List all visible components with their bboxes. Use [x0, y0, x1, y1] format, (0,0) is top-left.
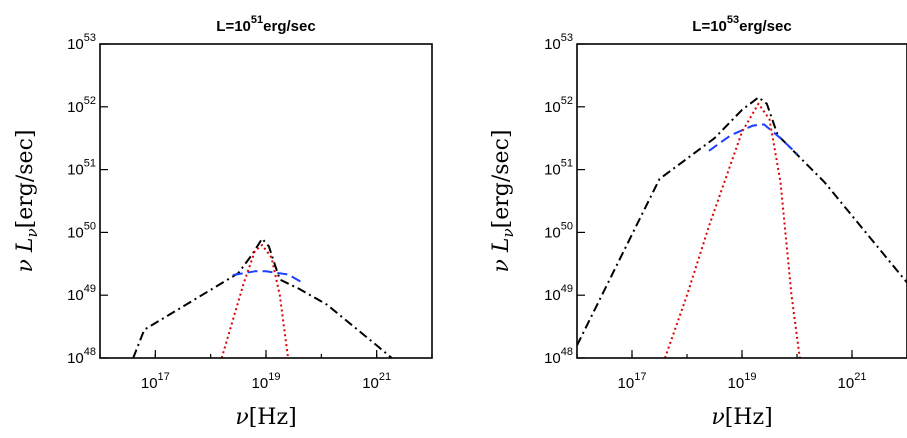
chart-panel-1: 1017 1019 1021 1048 1049 1050 1051 1052 1053 L=10… [13, 14, 433, 430]
y-tick-label: 1053 [544, 32, 573, 53]
chart-panel-2: 1017 1019 1021 1048 1049 1050 1051 1052 1053 L=10… [489, 14, 907, 430]
y-axis-label: ν Lν[erg/sec] [489, 130, 517, 273]
series-line-dashed [232, 270, 306, 285]
y-tick-label: 1050 [544, 220, 573, 241]
y-tick-label: 1052 [544, 95, 573, 116]
y-tick-label: 1053 [67, 32, 96, 53]
series-group [577, 96, 907, 358]
chart-title: L=1051erg/sec [216, 14, 315, 35]
y-tick-label: 1052 [67, 95, 96, 116]
y-tick-label: 1048 [67, 346, 96, 367]
y-tick-label: 1049 [544, 283, 573, 304]
plot-frame [99, 43, 433, 359]
x-axis-label: ν[Hz] [235, 405, 296, 430]
series-group [132, 237, 394, 358]
x-tick-label: 1021 [362, 371, 391, 392]
x-tick-label: 1017 [618, 371, 647, 392]
y-tick-label: 1051 [67, 158, 96, 179]
series-line-dashdot [132, 237, 394, 358]
chart-title: L=1053erg/sec [692, 14, 791, 35]
series-line-dotted [220, 244, 290, 358]
x-tick-label: 1019 [252, 371, 281, 392]
series-line-dotted [664, 102, 801, 358]
series-line-dashed [708, 123, 798, 155]
x-tick-label: 1021 [838, 371, 867, 392]
y-tick-label: 1048 [544, 346, 573, 367]
plot-frame [576, 43, 907, 359]
y-tick-label: 1049 [67, 283, 96, 304]
y-tick-label: 1050 [67, 220, 96, 241]
x-axis-label: ν[Hz] [711, 405, 772, 430]
series-line-dashdot [577, 96, 907, 346]
x-tick-label: 1017 [141, 371, 170, 392]
y-axis-label: ν Lν[erg/sec] [13, 130, 41, 273]
x-tick-label: 1019 [728, 371, 757, 392]
y-tick-label: 1051 [544, 158, 573, 179]
